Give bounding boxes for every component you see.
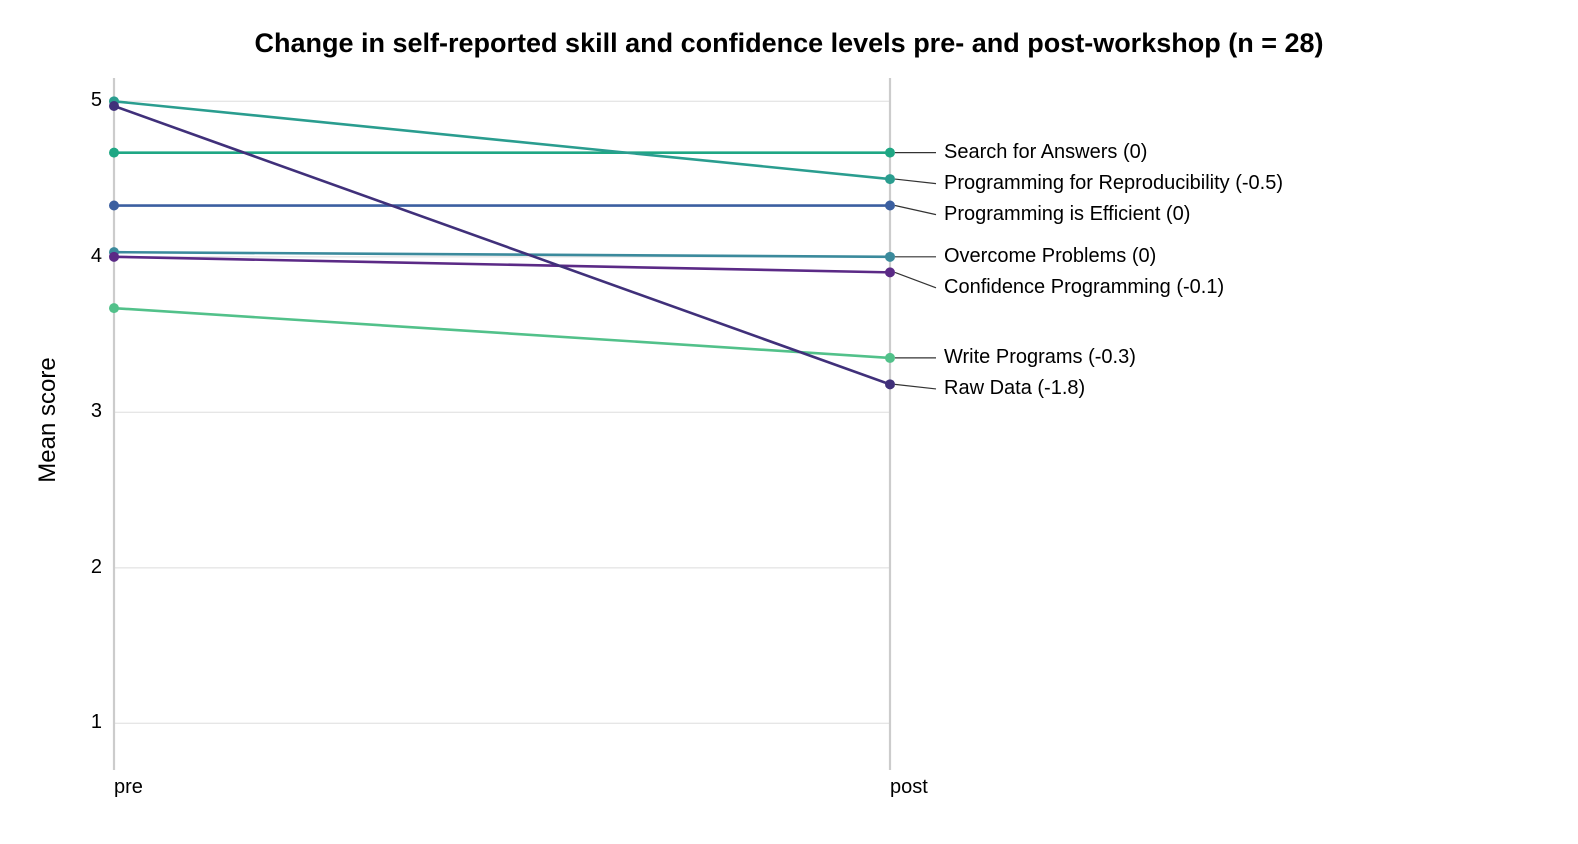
- x-tick-label: post: [890, 776, 928, 799]
- y-tick-label: 1: [91, 711, 102, 734]
- series-label: Overcome Problems (0): [944, 245, 1156, 268]
- series-label: Search for Answers (0): [944, 141, 1147, 164]
- series-label: Write Programs (-0.3): [944, 346, 1136, 369]
- series-label: Confidence Programming (-0.1): [944, 276, 1224, 299]
- series-label: Raw Data (-1.8): [944, 377, 1085, 400]
- y-tick-label: 3: [91, 400, 102, 423]
- y-tick-label: 4: [91, 245, 102, 268]
- series-label: Programming is Efficient (0): [944, 203, 1190, 226]
- chart-svg: [0, 0, 1578, 844]
- y-tick-label: 5: [91, 89, 102, 112]
- x-tick-label: pre: [114, 776, 143, 799]
- y-tick-label: 2: [91, 556, 102, 579]
- chart-container: Change in self-reported skill and confid…: [0, 0, 1578, 844]
- series-label: Programming for Reproducibility (-0.5): [944, 172, 1283, 195]
